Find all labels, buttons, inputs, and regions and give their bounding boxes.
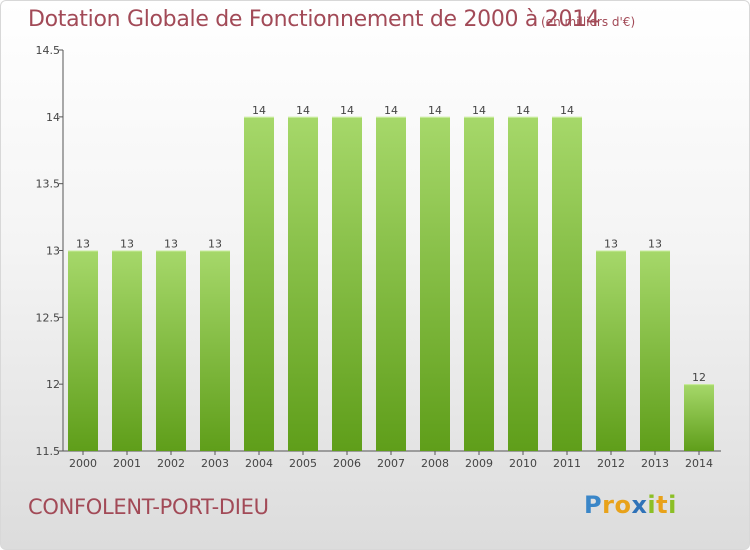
- bar-2003: [200, 250, 230, 451]
- y-tick-label: 12.5: [36, 311, 61, 324]
- bar-2011: [552, 116, 582, 451]
- bar-2005: [288, 116, 318, 451]
- bar-2004: [244, 116, 274, 451]
- y-tick-label: 13.5: [36, 178, 61, 191]
- y-tick-label: 12: [46, 378, 60, 391]
- x-tick-label-2003: 2003: [201, 457, 229, 470]
- commune-name: CONFOLENT-PORT-DIEU: [28, 495, 269, 519]
- y-tick-label: 14: [46, 111, 60, 124]
- x-tick-label-2008: 2008: [421, 457, 449, 470]
- bar-2012: [596, 250, 626, 451]
- bar-2000: [68, 250, 98, 451]
- bar-2009: [464, 116, 494, 451]
- bar-2002: [156, 250, 186, 451]
- value-label-2003: 13: [208, 238, 222, 251]
- value-label-2008: 14: [428, 104, 442, 117]
- x-tick-label-2010: 2010: [509, 457, 537, 470]
- value-label-2002: 13: [164, 238, 178, 251]
- bar-2007: [376, 116, 406, 451]
- x-tick-label-2012: 2012: [597, 457, 625, 470]
- chart-subtitle: (en milliers d'€): [541, 15, 636, 29]
- x-tick-label-2013: 2013: [641, 457, 669, 470]
- value-label-2010: 14: [516, 104, 530, 117]
- x-tick-label-2004: 2004: [245, 457, 273, 470]
- x-tick-label-2014: 2014: [685, 457, 713, 470]
- value-label-2004: 14: [252, 104, 266, 117]
- x-tick-label-2000: 2000: [69, 457, 97, 470]
- bar-2013: [640, 250, 670, 451]
- x-tick-label-2001: 2001: [113, 457, 141, 470]
- value-label-2014: 12: [692, 371, 706, 384]
- y-tick-label: 13: [46, 245, 60, 258]
- proxiti-logo: Proxiti: [584, 491, 677, 519]
- chart-title: Dotation Globale de Fonctionnement de 20…: [28, 7, 600, 32]
- value-label-2009: 14: [472, 104, 486, 117]
- x-tick-label-2009: 2009: [465, 457, 493, 470]
- bar-2006: [332, 116, 362, 451]
- value-label-2011: 14: [560, 104, 574, 117]
- x-tick-label-2007: 2007: [377, 457, 405, 470]
- bar-2001: [112, 250, 142, 451]
- x-tick-label-2005: 2005: [289, 457, 317, 470]
- y-tick-label: 11.5: [36, 445, 61, 458]
- bar-2014: [684, 384, 714, 451]
- x-tick-label-2006: 2006: [333, 457, 361, 470]
- x-tick-label-2002: 2002: [157, 457, 185, 470]
- value-label-2005: 14: [296, 104, 310, 117]
- value-label-2013: 13: [648, 238, 662, 251]
- value-label-2012: 13: [604, 238, 618, 251]
- value-label-2000: 13: [76, 238, 90, 251]
- value-label-2001: 13: [120, 238, 134, 251]
- y-tick-label: 14.5: [36, 44, 61, 57]
- bar-2010: [508, 116, 538, 451]
- value-label-2006: 14: [340, 104, 354, 117]
- x-tick-label-2011: 2011: [553, 457, 581, 470]
- bar-2008: [420, 116, 450, 451]
- value-label-2007: 14: [384, 104, 398, 117]
